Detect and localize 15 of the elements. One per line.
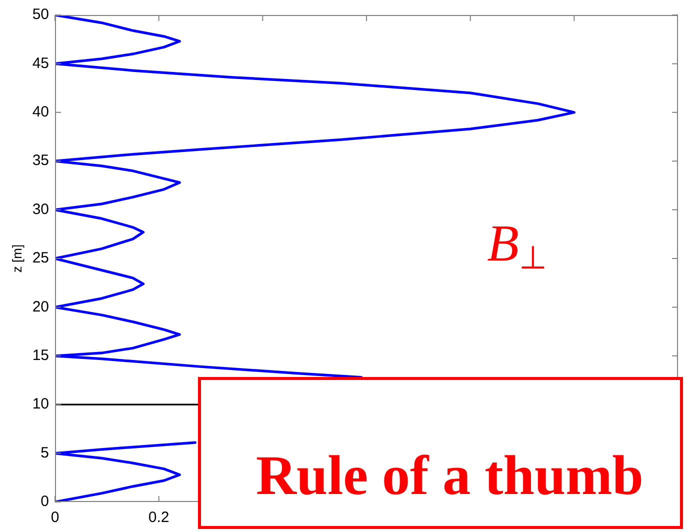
y-tick-label: 50 [32,6,49,24]
y-axis-title: z [m] [9,244,24,273]
y-tick-label: 5 [40,444,49,462]
y-tick-label: 0 [40,493,49,510]
y-tick-label: 30 [32,200,49,218]
y-tick-label: 10 [32,396,49,413]
annotation: Rule of a thumb [256,445,644,507]
x-tick-label: 0.2 [148,509,170,526]
y-tick-label: 20 [32,298,49,316]
y-tick-label: 40 [32,104,49,121]
y-tick-label: 25 [32,250,49,267]
y-tick-label: 35 [32,152,49,170]
y-tick-label: 15 [32,347,49,364]
annotation: B$_{⊥}$ [487,215,547,276]
y-tick-label: 45 [32,54,49,72]
